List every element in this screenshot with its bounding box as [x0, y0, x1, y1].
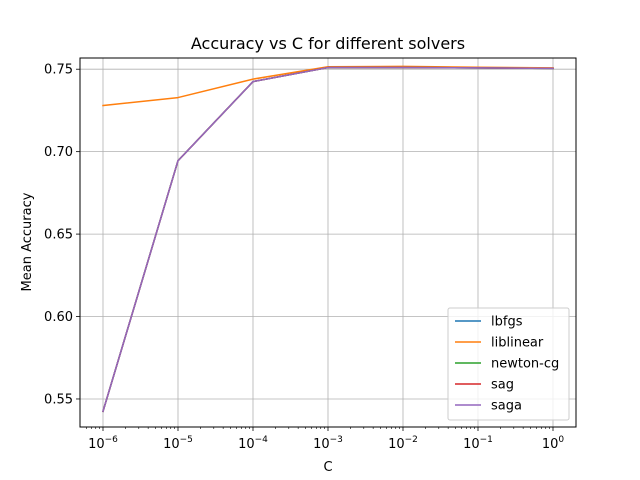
x-axis: 10−6 10−5 10−4 10−3 10−2 10−1 100	[86, 427, 564, 452]
x-tick-label: 10−4	[238, 435, 268, 452]
x-tick-label-base: 10	[388, 437, 405, 452]
x-tick-label-base: 10	[542, 437, 559, 452]
x-tick-label-base: 10	[88, 437, 105, 452]
legend-label-newton-cg: newton-cg	[491, 357, 559, 372]
legend-label-sag: sag	[491, 378, 514, 393]
x-tick-label-base: 10	[463, 437, 480, 452]
x-tick-label: 10−6	[88, 435, 118, 452]
x-tick-label: 100	[542, 435, 565, 452]
y-tick-label: 0.65	[44, 228, 73, 243]
y-tick-label: 0.75	[44, 63, 73, 78]
x-tick-label-exponent: −2	[405, 435, 418, 445]
y-tick-label: 0.60	[44, 310, 73, 325]
legend-box	[447, 307, 570, 421]
legend-label-lbfgs: lbfgs	[491, 315, 523, 330]
x-tick-label-exponent: −5	[180, 435, 193, 445]
x-tick-label: 10−5	[163, 435, 193, 452]
x-tick-label-base: 10	[313, 437, 330, 452]
x-tick-label: 10−3	[313, 435, 343, 452]
x-tick-label-exponent: −4	[255, 435, 269, 445]
x-tick-label-base: 10	[163, 437, 180, 452]
legend-label-saga: saga	[491, 399, 522, 414]
y-axis: 0.55 0.60 0.65 0.70 0.75	[44, 63, 80, 407]
x-tick-label-exponent: −1	[480, 435, 493, 445]
y-tick-label: 0.70	[44, 145, 73, 160]
x-tick-label-exponent: 0	[558, 435, 564, 445]
series-layer	[102, 65, 554, 413]
chart-title: Accuracy vs C for different solvers	[191, 34, 465, 53]
y-tick-label: 0.55	[44, 392, 73, 407]
legend-label-liblinear: liblinear	[491, 336, 544, 351]
x-axis-label: C	[323, 460, 332, 475]
grid	[80, 58, 576, 427]
x-tick-label-exponent: −6	[105, 435, 119, 445]
x-tick-label-base: 10	[238, 437, 255, 452]
x-tick-label-exponent: −3	[330, 435, 343, 445]
series-line-saga	[102, 66, 554, 413]
legend: lbfgs liblinear newton-cg sag saga	[447, 307, 570, 421]
x-tick-label: 10−2	[388, 435, 418, 452]
y-axis-label: Mean Accuracy	[20, 192, 35, 291]
x-tick-label: 10−1	[463, 435, 493, 452]
